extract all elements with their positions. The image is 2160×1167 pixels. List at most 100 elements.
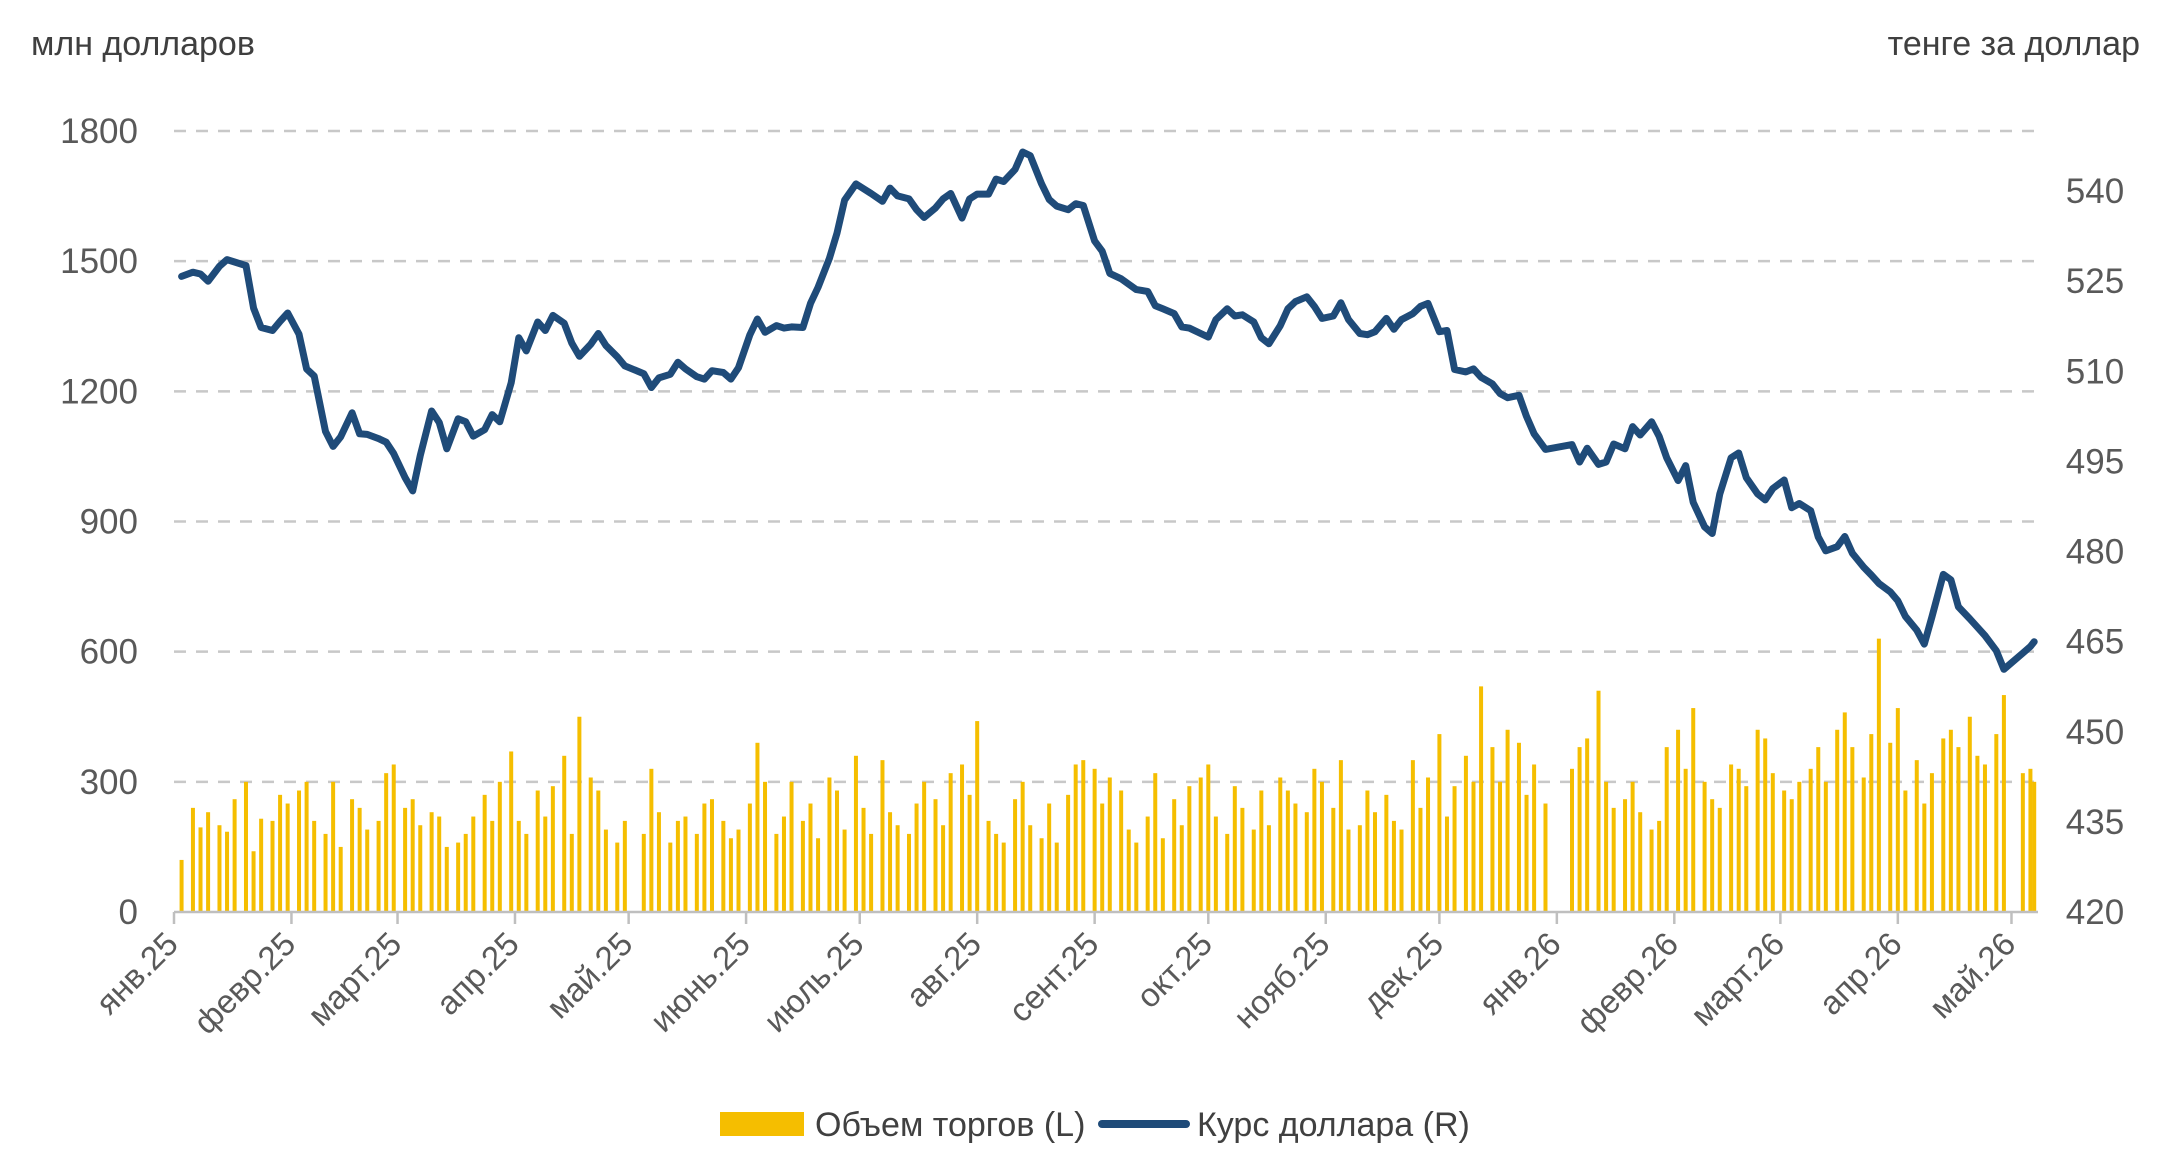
- volume-bar: [2020, 773, 2025, 912]
- volume-bar: [895, 825, 900, 912]
- volume-bar: [816, 838, 821, 912]
- volume-bar: [1914, 760, 1919, 912]
- volume-bar: [524, 833, 529, 912]
- volume-bar: [622, 820, 627, 912]
- volume-bar: [656, 812, 661, 912]
- volume-bar: [709, 799, 714, 912]
- volume-bar: [1232, 786, 1237, 912]
- volume-bar: [869, 833, 874, 912]
- left-tick-label: 1200: [60, 372, 138, 411]
- volume-bar: [1410, 760, 1415, 912]
- volume-bar: [243, 781, 248, 912]
- x-tick-label: май.25: [539, 925, 640, 1026]
- volume-bar: [960, 764, 965, 912]
- volume-bar: [1100, 803, 1105, 912]
- volume-bar: [808, 803, 813, 912]
- volume-bar: [922, 781, 927, 912]
- volume-bar: [1020, 781, 1025, 912]
- volume-bar: [1346, 829, 1351, 912]
- volume-bar: [1524, 794, 1529, 912]
- volume-bar: [1823, 781, 1828, 912]
- volume-bar: [1357, 825, 1362, 912]
- volume-bar: [763, 781, 768, 912]
- legend-swatch-volume: [720, 1112, 804, 1136]
- volume-bar: [312, 820, 317, 912]
- legend-label-volume: Объем торгов (L): [815, 1106, 1085, 1144]
- volume-bar: [1516, 742, 1521, 912]
- volume-bar: [1842, 712, 1847, 912]
- left-tick-label: 0: [119, 893, 138, 932]
- volume-bar: [1941, 738, 1946, 912]
- volume-bar: [535, 790, 540, 912]
- volume-bar: [1119, 790, 1124, 912]
- volume-bar: [1073, 764, 1078, 912]
- volume-bar: [967, 794, 972, 912]
- volume-bar: [1338, 760, 1343, 912]
- volume-bar: [1922, 803, 1927, 912]
- volume-bar: [350, 799, 355, 912]
- volume-bar: [1577, 747, 1582, 912]
- volume-bar: [1505, 729, 1510, 912]
- volume-bar: [1623, 799, 1628, 912]
- volume-bar: [1047, 803, 1052, 912]
- x-tick-label: июнь.25: [643, 925, 757, 1039]
- volume-bar: [569, 833, 574, 912]
- x-tick-label: апр.25: [429, 925, 526, 1022]
- volume-bar: [2028, 768, 2033, 912]
- volume-bar: [1437, 734, 1442, 912]
- volume-bar: [1153, 773, 1158, 912]
- volume-bar: [270, 820, 275, 912]
- x-tick-label: март.25: [300, 925, 408, 1033]
- volume-bar: [1982, 764, 1987, 912]
- volume-bar: [1259, 790, 1264, 912]
- volume-bar: [1956, 747, 1961, 912]
- volume-bar: [1967, 716, 1972, 912]
- volume-bar: [1691, 708, 1696, 912]
- volume-bar: [1418, 807, 1423, 912]
- volume-bar: [1657, 820, 1662, 912]
- volume-bar: [285, 803, 290, 912]
- volume-bar: [1028, 825, 1033, 912]
- volume-bar: [403, 807, 408, 912]
- volume-bar: [1081, 760, 1086, 912]
- volume-bar: [1570, 768, 1574, 912]
- left-tick-label: 600: [80, 633, 138, 672]
- volume-bar: [463, 833, 468, 912]
- volume-bar: [1755, 729, 1760, 912]
- right-tick-label: 420: [2066, 893, 2124, 932]
- right-tick-label: 465: [2066, 623, 2124, 662]
- x-tick-label: окт.25: [1129, 925, 1219, 1015]
- volume-bar: [198, 827, 203, 912]
- volume-bar: [728, 838, 733, 912]
- volume-bar: [410, 799, 415, 912]
- right-tick-label: 510: [2066, 352, 2124, 391]
- volume-bar: [1452, 786, 1457, 912]
- volume-bar: [1929, 773, 1934, 912]
- volume-bar: [986, 820, 991, 912]
- volume-bar: [1479, 686, 1484, 912]
- volume-bar: [331, 781, 336, 912]
- volume-bar: [1676, 729, 1681, 912]
- volume-bar: [1312, 768, 1317, 912]
- gridlines: [174, 129, 2038, 784]
- volume-bar: [755, 742, 760, 912]
- volume-bar: [1808, 768, 1813, 912]
- volume-bar: [588, 777, 593, 912]
- volume-bar: [1717, 807, 1722, 912]
- volume-bar: [668, 842, 673, 912]
- volume-bar: [827, 777, 832, 912]
- volume-bar: [1888, 742, 1893, 912]
- volume-bar: [1850, 747, 1855, 912]
- volume-bar: [736, 829, 741, 912]
- volume-bar: [641, 833, 646, 912]
- left-tick-label: 900: [80, 503, 138, 542]
- x-tick-label: февр.26: [1569, 925, 1685, 1041]
- volume-bar: [357, 807, 362, 912]
- volume-bar: [1145, 816, 1150, 912]
- volume-bar: [391, 764, 396, 912]
- x-tick-label: янв.25: [88, 925, 185, 1022]
- left-tick-label: 1500: [60, 242, 138, 281]
- volume-bar: [1399, 829, 1404, 912]
- volume-bar: [1611, 807, 1616, 912]
